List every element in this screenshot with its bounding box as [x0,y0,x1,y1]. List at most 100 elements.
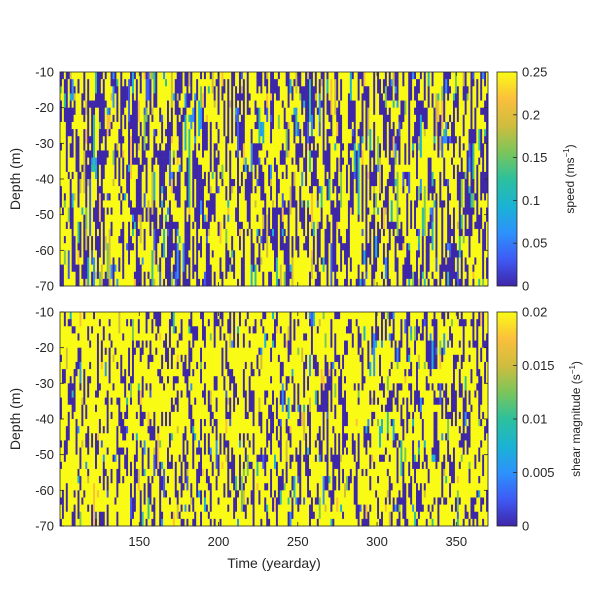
heatmap-cell [254,221,257,230]
heatmap-cell [252,200,255,208]
heatmap-cell [95,121,98,130]
heatmap-cell [361,93,364,101]
heatmap-cell [95,129,98,137]
heatmap-cell [274,93,277,101]
heatmap-cell [143,107,146,116]
heatmap-cell [168,271,172,280]
heatmap-cell [328,114,331,123]
heatmap-cell [95,236,98,244]
heatmap-cell [275,150,279,158]
heatmap-cell [330,221,333,230]
heatmap-cell [211,243,214,251]
heatmap-cell [305,143,308,151]
heatmap-cell [287,171,290,180]
heatmap-cell [124,228,127,237]
heatmap-cell [281,107,285,116]
heatmap-cell [250,86,253,94]
heatmap-cell [135,214,139,223]
heatmap-cell [79,100,82,108]
heatmap-cell [266,200,269,208]
heatmap-cell [106,129,109,137]
heatmap-cell [340,271,343,280]
heatmap-cell [172,121,176,130]
heatmap-cell [235,193,238,201]
heatmap-cell [260,257,263,265]
heatmap-cell [180,250,183,258]
heatmap-cell [196,236,199,244]
heatmap-cell [299,121,302,130]
heatmap-cell [252,157,255,166]
heatmap-cell [190,100,193,108]
heatmap-cell [118,72,121,80]
heatmap-cell [137,214,141,223]
heatmap-cell [75,271,78,280]
heatmap-cell [379,221,382,230]
heatmap-cell [69,72,72,80]
heatmap-cell [279,129,283,137]
heatmap-cell [357,136,360,144]
heatmap-cell [176,236,179,244]
heatmap-cell [159,200,162,208]
heatmap-cell [312,72,316,80]
heatmap-cell [120,214,123,223]
heatmap-cell [61,129,65,137]
heatmap-cell [65,207,69,215]
heatmap-cell [345,114,349,123]
heatmap-cell [176,171,179,180]
heatmap-cell [357,157,360,166]
heatmap-cell [310,179,314,187]
heatmap-cell [219,179,222,187]
heatmap-cell [81,157,84,166]
heatmap-cell [336,243,339,251]
heatmap-cell [223,250,226,258]
heatmap-cell [170,93,174,101]
heatmap-cell [279,200,283,208]
heatmap-cell [143,136,146,144]
heatmap-cell [318,114,321,123]
heatmap-cell [73,164,76,173]
heatmap-cell [324,171,327,180]
heatmap-cell [371,143,374,151]
heatmap-cell [157,86,160,94]
heatmap-cell [235,121,238,130]
heatmap-cell [244,257,248,265]
heatmap-cell [307,79,310,87]
heatmap-cell [344,114,347,123]
heatmap-cell [93,136,96,144]
heatmap-cell [297,86,300,94]
heatmap-cell [336,107,339,116]
heatmap-cell [340,129,343,137]
heatmap-cell [373,171,376,180]
heatmap-cell [285,200,288,208]
heatmap-cell [75,264,78,273]
heatmap-cell [359,143,362,151]
heatmap-cell [246,200,250,208]
heatmap-cell [75,171,78,180]
heatmap-cell [89,271,92,280]
heatmap-cell [221,179,224,187]
heatmap-cell [139,221,143,230]
heatmap-cell [192,179,195,187]
heatmap-cell [71,193,74,201]
heatmap-cell [61,150,65,158]
heatmap-cell [65,236,69,244]
heatmap-cell [281,157,285,166]
heatmap-cell [225,164,228,173]
heatmap-cell [79,243,82,251]
heatmap-cell [131,278,135,287]
heatmap-cell [81,86,84,94]
heatmap-cell [81,257,84,265]
heatmap-cell [202,207,205,215]
heatmap-cell [104,136,107,144]
heatmap-cell [332,221,335,230]
heatmap-cell [365,207,368,215]
heatmap-cell [377,186,380,194]
heatmap-cell [334,264,337,273]
heatmap-cell [375,164,378,173]
heatmap-cell [270,250,273,258]
heatmap-cell [248,207,251,215]
heatmap-cell [324,121,327,130]
heatmap-cell [275,72,279,80]
heatmap-cell [291,93,294,101]
heatmap-cell [186,236,189,244]
